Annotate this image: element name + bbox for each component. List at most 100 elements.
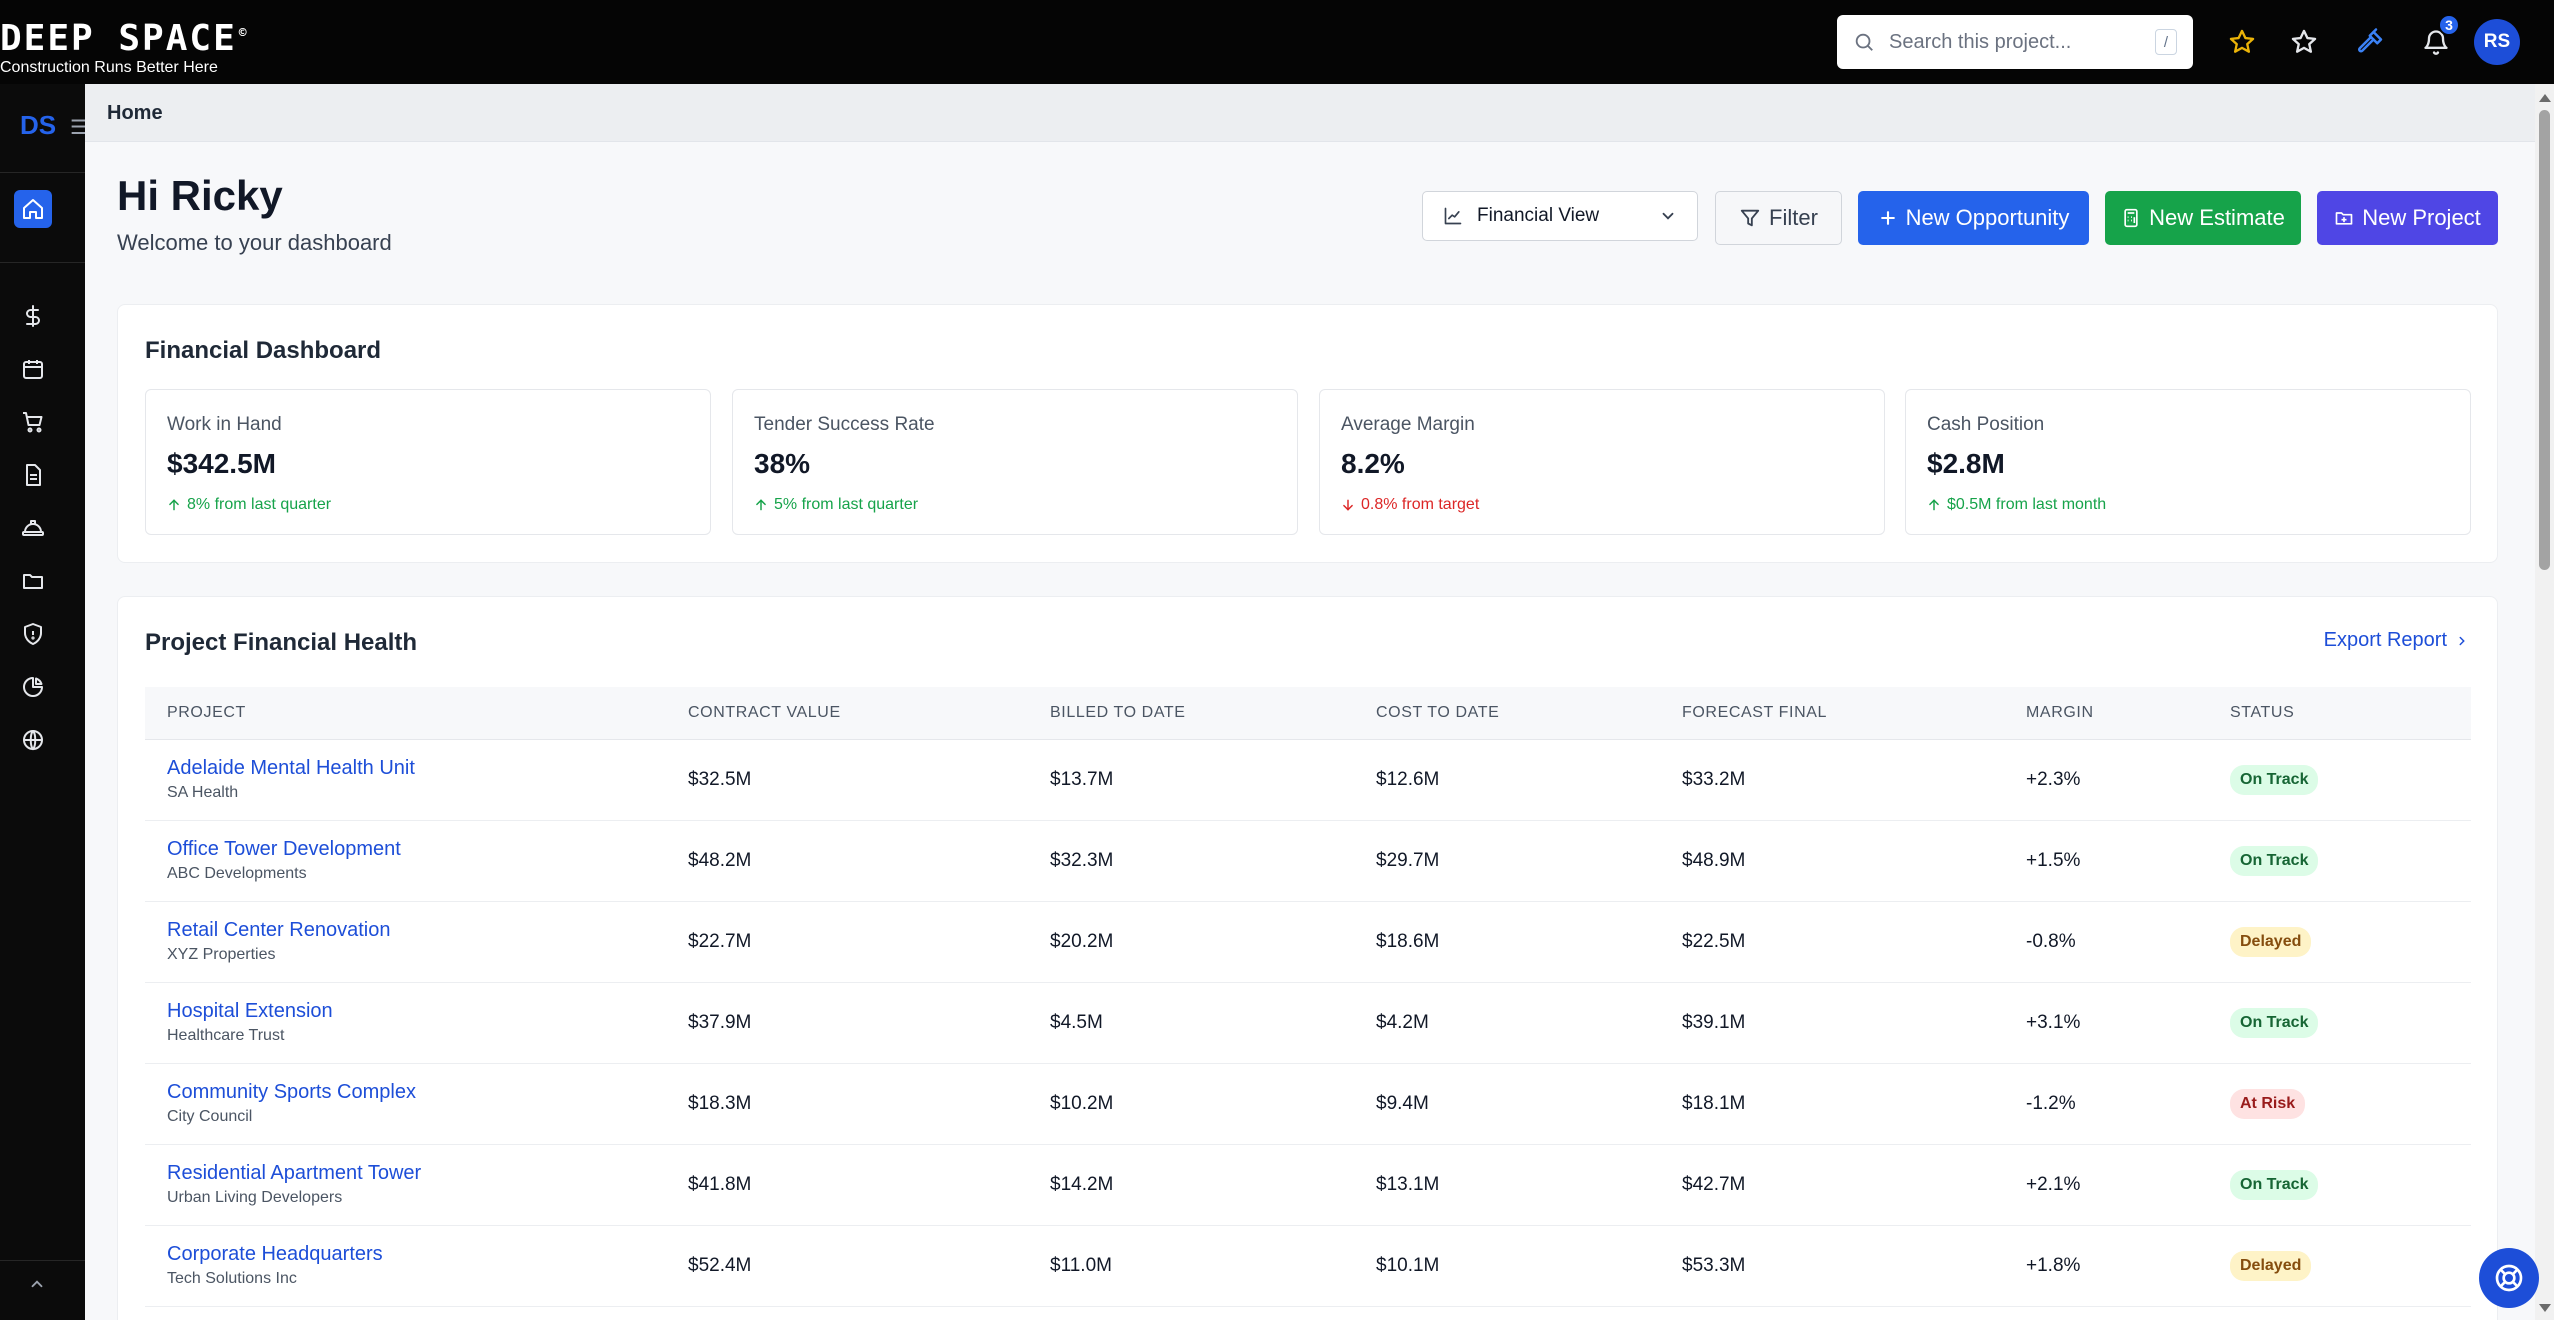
scroll-up-arrow[interactable] (2539, 94, 2551, 102)
page-subtitle: Welcome to your dashboard (117, 230, 392, 255)
document-icon (26, 464, 41, 486)
cost-to-date-cell: $12.6M (1376, 739, 1682, 821)
sidebar-divider (0, 262, 85, 263)
project-client: Urban Living Developers (167, 1189, 343, 1206)
sidebar-item-home[interactable] (14, 190, 52, 228)
sidebar-item-projects[interactable] (14, 562, 52, 600)
search-box[interactable]: / (1837, 15, 2193, 69)
margin-cell: +1.5% (2026, 820, 2230, 902)
status-badge: On Track (2230, 845, 2319, 876)
forecast-final-cell: $53.3M (1682, 1225, 2026, 1307)
column-header-billed-to-date[interactable]: BILLED TO DATE (1050, 687, 1376, 740)
metric-change-text: 8% from last quarter (187, 496, 332, 513)
metric-change: 8% from last quarter (167, 496, 331, 514)
sidebar: DS ☰ (0, 84, 88, 1320)
project-client: City Council (167, 1108, 253, 1125)
sidebar-brand[interactable]: DS (20, 110, 57, 140)
project-name-link[interactable]: Corporate Headquarters (167, 1243, 383, 1265)
page-title: Hi Ricky (117, 172, 283, 219)
project-name-link[interactable]: Hospital Extension (167, 1000, 333, 1022)
logo-reg-mark: © (238, 26, 249, 41)
search-input[interactable] (1889, 30, 2129, 54)
scroll-thumb[interactable] (2539, 110, 2550, 570)
metric-change-text: 5% from last quarter (774, 496, 919, 513)
page-scrollbar[interactable] (2535, 84, 2554, 1320)
sidebar-item-reports[interactable] (14, 668, 52, 706)
sidebar-item-compliance[interactable] (14, 615, 52, 653)
margin-cell: -1.2% (2026, 1063, 2230, 1145)
export-report-label: Export Report (2323, 629, 2447, 651)
metric-card-tender-success: Tender Success Rate 38% 5% from last qua… (732, 389, 1298, 535)
sidebar-item-finance[interactable] (14, 297, 52, 335)
column-header-cost-to-date[interactable]: COST TO DATE (1376, 687, 1682, 740)
notifications-button[interactable]: 3 (2414, 14, 2460, 64)
metric-card-average-margin: Average Margin 8.2% 0.8% from target (1319, 389, 1885, 535)
table-row[interactable]: Corporate Headquarters Tech Solutions Inc… (145, 1225, 2471, 1307)
new-opportunity-label: New Opportunity (1905, 205, 2070, 230)
arrow-up-icon (756, 499, 766, 511)
sidebar-collapse-button[interactable] (28, 1275, 46, 1298)
project-client: SA Health (167, 784, 239, 801)
tools-button[interactable] (2349, 20, 2393, 64)
export-report-link[interactable]: Export Report (2324, 629, 2469, 652)
column-header-project[interactable]: PROJECT (145, 687, 688, 740)
sidebar-item-safety[interactable] (14, 509, 52, 547)
lifebuoy-icon (2495, 1264, 2523, 1292)
sidebar-item-schedule[interactable] (14, 350, 52, 388)
sidebar-item-global[interactable] (14, 721, 52, 759)
sidebar-item-procurement[interactable] (14, 403, 52, 441)
shield-icon (24, 623, 42, 645)
filter-button-label: Filter (1769, 205, 1818, 230)
column-header-margin[interactable]: MARGIN (2026, 687, 2230, 740)
user-avatar[interactable]: RS (2474, 19, 2520, 65)
favorites-button[interactable] (2220, 20, 2264, 64)
forecast-final-cell: $42.7M (1682, 1144, 2026, 1226)
bookmark-button[interactable] (2282, 20, 2326, 64)
billed-to-date-cell: $11.0M (1050, 1225, 1376, 1307)
project-name-link[interactable]: Retail Center Renovation (167, 919, 391, 941)
help-button[interactable] (2479, 1248, 2539, 1308)
view-select[interactable]: Financial View (1422, 191, 1698, 241)
new-opportunity-button[interactable]: New Opportunity (1858, 191, 2089, 245)
folder-plus-icon (2335, 212, 2353, 225)
new-project-label: New Project (2362, 205, 2481, 230)
filter-button[interactable]: Filter (1715, 191, 1842, 245)
project-name-link[interactable]: Adelaide Mental Health Unit (167, 757, 415, 779)
new-project-button[interactable]: New Project (2317, 191, 2498, 245)
logo[interactable]: DEEP SPACE © Construction Runs Better Her… (0, 16, 249, 77)
column-header-contract-value[interactable]: CONTRACT VALUE (688, 687, 1050, 740)
cost-to-date-cell: $13.1M (1376, 1144, 1682, 1226)
cart-icon (23, 412, 43, 433)
cost-to-date-cell: $4.2M (1376, 982, 1682, 1064)
column-header-status[interactable]: STATUS (2230, 687, 2471, 740)
table-row[interactable]: Community Sports Complex City Council $18… (145, 1063, 2471, 1145)
contract-value-cell: $37.9M (688, 982, 1050, 1064)
project-name-link[interactable]: Community Sports Complex (167, 1081, 416, 1103)
new-estimate-button[interactable]: New Estimate (2105, 191, 2301, 245)
financial-dashboard-card: Financial Dashboard Work in Hand $342.5M… (117, 304, 2498, 563)
chevron-down-icon (1662, 212, 1674, 220)
table-row[interactable]: Office Tower Development ABC Developments… (145, 820, 2471, 902)
scroll-down-arrow[interactable] (2539, 1304, 2551, 1312)
arrow-up-icon (1929, 499, 1939, 511)
filter-icon (1740, 209, 1760, 227)
project-name-link[interactable]: Residential Apartment Tower (167, 1162, 422, 1184)
calendar-icon (23, 360, 43, 379)
project-client: XYZ Properties (167, 946, 276, 963)
breadcrumb[interactable]: Home (107, 102, 163, 124)
status-badge: On Track (2230, 1007, 2319, 1038)
table-row[interactable]: Retail Center Renovation XYZ Properties $… (145, 901, 2471, 983)
table-row[interactable]: Adelaide Mental Health Unit SA Health $32… (145, 739, 2471, 821)
metric-value: $2.8M (1927, 448, 2005, 479)
column-header-forecast-final[interactable]: FORECAST FINAL (1682, 687, 2026, 740)
table-row[interactable]: Residential Apartment Tower Urban Living … (145, 1144, 2471, 1226)
arrow-up-icon (169, 499, 179, 511)
project-name-link[interactable]: Office Tower Development (167, 838, 401, 860)
cost-to-date-cell: $10.1M (1376, 1225, 1682, 1307)
table-row[interactable]: Hospital Extension Healthcare Trust $37.9… (145, 982, 2471, 1064)
sidebar-item-documents[interactable] (14, 456, 52, 494)
logo-tagline: Construction Runs Better Here (0, 59, 218, 76)
menu-icon[interactable]: ☰ (70, 117, 88, 139)
contract-value-cell: $18.3M (688, 1063, 1050, 1145)
metric-change-text: 0.8% from target (1361, 496, 1480, 513)
